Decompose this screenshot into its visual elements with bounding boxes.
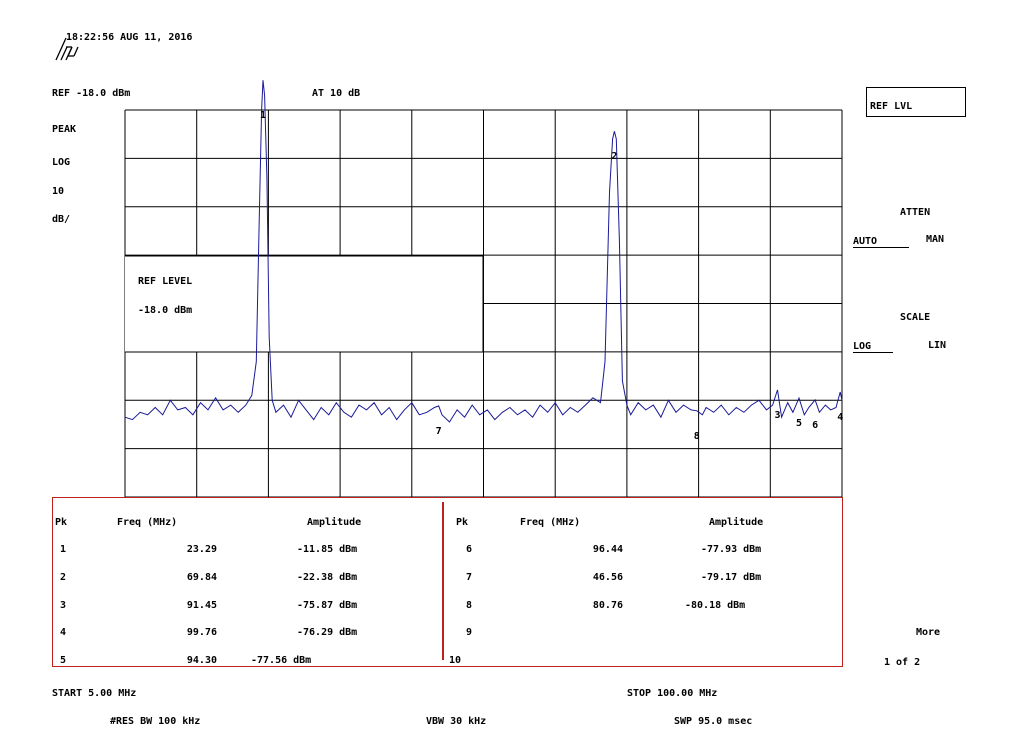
table-row-pk: 9 xyxy=(466,627,473,638)
ref-level-title: REF LEVEL xyxy=(138,276,193,287)
table-row-freq: 46.56 xyxy=(592,572,623,583)
table-row-freq: 96.44 xyxy=(592,544,623,555)
scale-unit-label: dB/ xyxy=(52,214,71,225)
table-row-pk: 4 xyxy=(60,627,67,638)
table-row-pk: 2 xyxy=(60,572,67,583)
ref-level-value: -18.0 dBm xyxy=(138,305,193,316)
ref-lvl-softkey-label: REF LVL xyxy=(870,101,913,112)
scale-value-label: 10 xyxy=(52,186,65,197)
table-row-amp: -11.85 dBm xyxy=(297,544,358,555)
table-row-amp: -76.29 dBm xyxy=(297,627,358,638)
atten-softkey-title: ATTEN xyxy=(900,207,931,218)
table-row-freq: 80.76 xyxy=(592,600,623,611)
table-row-pk: 1 xyxy=(60,544,67,555)
atten-auto-option[interactable]: AUTO xyxy=(853,236,909,248)
left-header-freq: Freq (MHz) xyxy=(117,517,178,528)
table-row-pk: 8 xyxy=(466,600,473,611)
table-row-pk: 6 xyxy=(466,544,473,555)
sweep-time: SWP 95.0 msec xyxy=(674,716,753,727)
hp-logo-icon xyxy=(55,37,79,61)
start-frequency: START 5.00 MHz xyxy=(52,688,137,699)
ref-lvl-softkey[interactable]: REF LVL xyxy=(866,87,966,117)
scale-softkey-title: SCALE xyxy=(900,312,931,323)
resolution-bandwidth: #RES BW 100 kHz xyxy=(110,716,201,727)
table-row-pk: 10 xyxy=(449,655,462,666)
marker-label: 6 xyxy=(812,420,818,431)
more-softkey[interactable]: More xyxy=(916,627,941,638)
marker-label: 7 xyxy=(436,426,442,437)
marker-labels: 1 2 3 4 5 6 7 8 xyxy=(260,110,843,442)
marker-label: 5 xyxy=(796,418,802,429)
marker-label: 2 xyxy=(611,151,617,162)
table-row-amp: -79.17 dBm xyxy=(701,572,762,583)
scale-log-option[interactable]: LOG xyxy=(853,341,893,353)
table-row-freq: 94.30 xyxy=(186,655,217,666)
hp-logo xyxy=(54,36,80,62)
timestamp: 18:22:56 AUG 11, 2016 xyxy=(66,32,193,43)
left-header-pk: Pk xyxy=(55,517,68,528)
right-header-freq: Freq (MHz) xyxy=(520,517,581,528)
detector-label: PEAK xyxy=(52,124,77,135)
peak-table: Pk Freq (MHz) Amplitude Pk Freq (MHz) Am… xyxy=(52,497,843,667)
table-row-pk: 3 xyxy=(60,600,67,611)
table-row-amp: -77.56 dBm xyxy=(251,655,312,666)
marker-label: 1 xyxy=(260,110,266,121)
stop-frequency: STOP 100.00 MHz xyxy=(627,688,718,699)
table-row-freq: 69.84 xyxy=(186,572,217,583)
right-header-pk: Pk xyxy=(456,517,469,528)
atten-readout: AT 10 dB xyxy=(312,88,361,99)
video-bandwidth: VBW 30 kHz xyxy=(426,716,487,727)
table-row-amp: -80.18 dBm xyxy=(685,600,746,611)
ref-level-box-bg xyxy=(125,256,483,352)
marker-label: 3 xyxy=(774,410,780,421)
atten-man-option[interactable]: MAN xyxy=(926,234,945,245)
ref-readout: REF -18.0 dBm xyxy=(52,88,131,99)
spectrum-trace xyxy=(124,80,843,423)
right-header-amp: Amplitude xyxy=(709,517,764,528)
table-row-freq: 99.76 xyxy=(186,627,217,638)
table-row-freq: 23.29 xyxy=(186,544,217,555)
marker-label: 4 xyxy=(837,412,843,423)
scale-lin-option[interactable]: LIN xyxy=(928,340,947,351)
table-row-pk: 7 xyxy=(466,572,473,583)
scale-type-label: LOG xyxy=(52,157,71,168)
left-header-amp: Amplitude xyxy=(307,517,362,528)
table-row-amp: -22.38 dBm xyxy=(297,572,358,583)
table-row-amp: -77.93 dBm xyxy=(701,544,762,555)
table-divider xyxy=(442,502,444,660)
softkey-page-indicator: 1 of 2 xyxy=(884,657,921,668)
table-row-freq: 91.45 xyxy=(186,600,217,611)
table-row-pk: 5 xyxy=(60,655,67,666)
marker-label: 8 xyxy=(694,431,700,442)
table-row-amp: -75.87 dBm xyxy=(297,600,358,611)
